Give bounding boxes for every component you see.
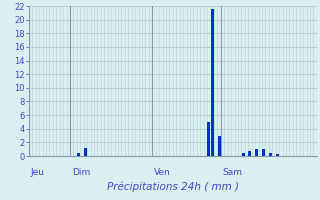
Bar bbox=[269, 153, 272, 156]
Text: Précipitations 24h ( mm ): Précipitations 24h ( mm ) bbox=[107, 182, 239, 192]
Bar bbox=[218, 136, 220, 156]
Text: Ven: Ven bbox=[154, 168, 171, 177]
Bar bbox=[84, 148, 87, 156]
Bar bbox=[262, 149, 265, 156]
Bar bbox=[207, 122, 210, 156]
Bar bbox=[77, 153, 80, 156]
Bar bbox=[242, 153, 244, 156]
Bar bbox=[211, 9, 214, 156]
Bar bbox=[255, 149, 258, 156]
Text: Dim: Dim bbox=[72, 168, 90, 177]
Text: Jeu: Jeu bbox=[30, 168, 44, 177]
Bar bbox=[249, 151, 252, 156]
Bar bbox=[276, 154, 279, 156]
Text: Sam: Sam bbox=[222, 168, 243, 177]
